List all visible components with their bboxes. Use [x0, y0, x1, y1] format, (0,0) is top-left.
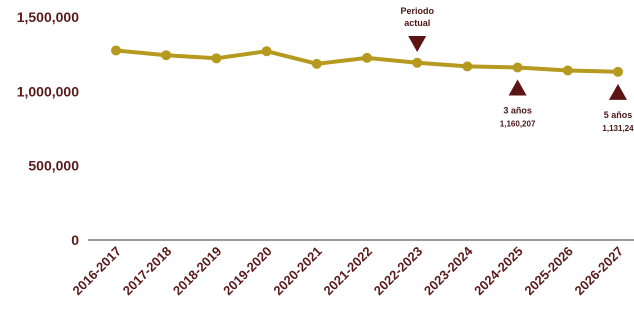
x-tick-label: 2022-2023 [371, 244, 426, 299]
x-tick-label: 2016-2017 [70, 244, 125, 299]
x-tick-label: 2017-2018 [120, 244, 175, 299]
data-point [311, 58, 322, 69]
y-tick-label: 0 [71, 232, 79, 248]
data-point [613, 66, 623, 77]
annotation-label: 5 años [604, 110, 633, 120]
x-tick-label: 2020-2021 [270, 244, 325, 299]
y-axis: 0 500,000 1,000,000 1,500,000 [17, 9, 80, 248]
y-tick-label: 1,500,000 [17, 9, 79, 25]
y-tick-label: 500,000 [28, 158, 79, 174]
series-line-group [111, 45, 623, 77]
x-tick-label: 2021-2022 [321, 244, 376, 299]
annotation-label: actual [404, 18, 430, 28]
data-point [211, 53, 222, 64]
annotation-label: 3 años [503, 106, 532, 116]
x-tick-label: 2026-2027 [572, 244, 627, 299]
annotation-value: 1,131,24 [602, 124, 634, 133]
data-point [412, 57, 423, 68]
x-tick-label: 2018-2019 [170, 244, 225, 299]
annotation-label: Periodo [400, 6, 434, 16]
x-tick-label: 2024-2025 [471, 244, 526, 299]
data-point [261, 46, 272, 57]
x-axis: 2016-20172017-20182018-20192019-20202020… [70, 243, 627, 298]
data-point [512, 62, 523, 73]
annotations: Periodo actual 3 años 1,160,207 5 años 1,131,… [400, 6, 634, 133]
down-triangle-marker [408, 36, 427, 52]
x-tick-label: 2023-2024 [421, 243, 476, 298]
x-tick-label: 2019-2020 [220, 244, 275, 299]
data-point [161, 50, 172, 61]
up-triangle-marker [609, 83, 627, 100]
annotation-value: 1,160,207 [500, 120, 536, 129]
y-tick-label: 1,000,000 [17, 83, 79, 99]
data-point [562, 65, 573, 76]
data-point [111, 45, 121, 56]
data-point [362, 52, 372, 63]
data-point [462, 61, 473, 72]
up-triangle-marker [508, 79, 527, 96]
x-tick-label: 2025-2026 [521, 244, 576, 299]
